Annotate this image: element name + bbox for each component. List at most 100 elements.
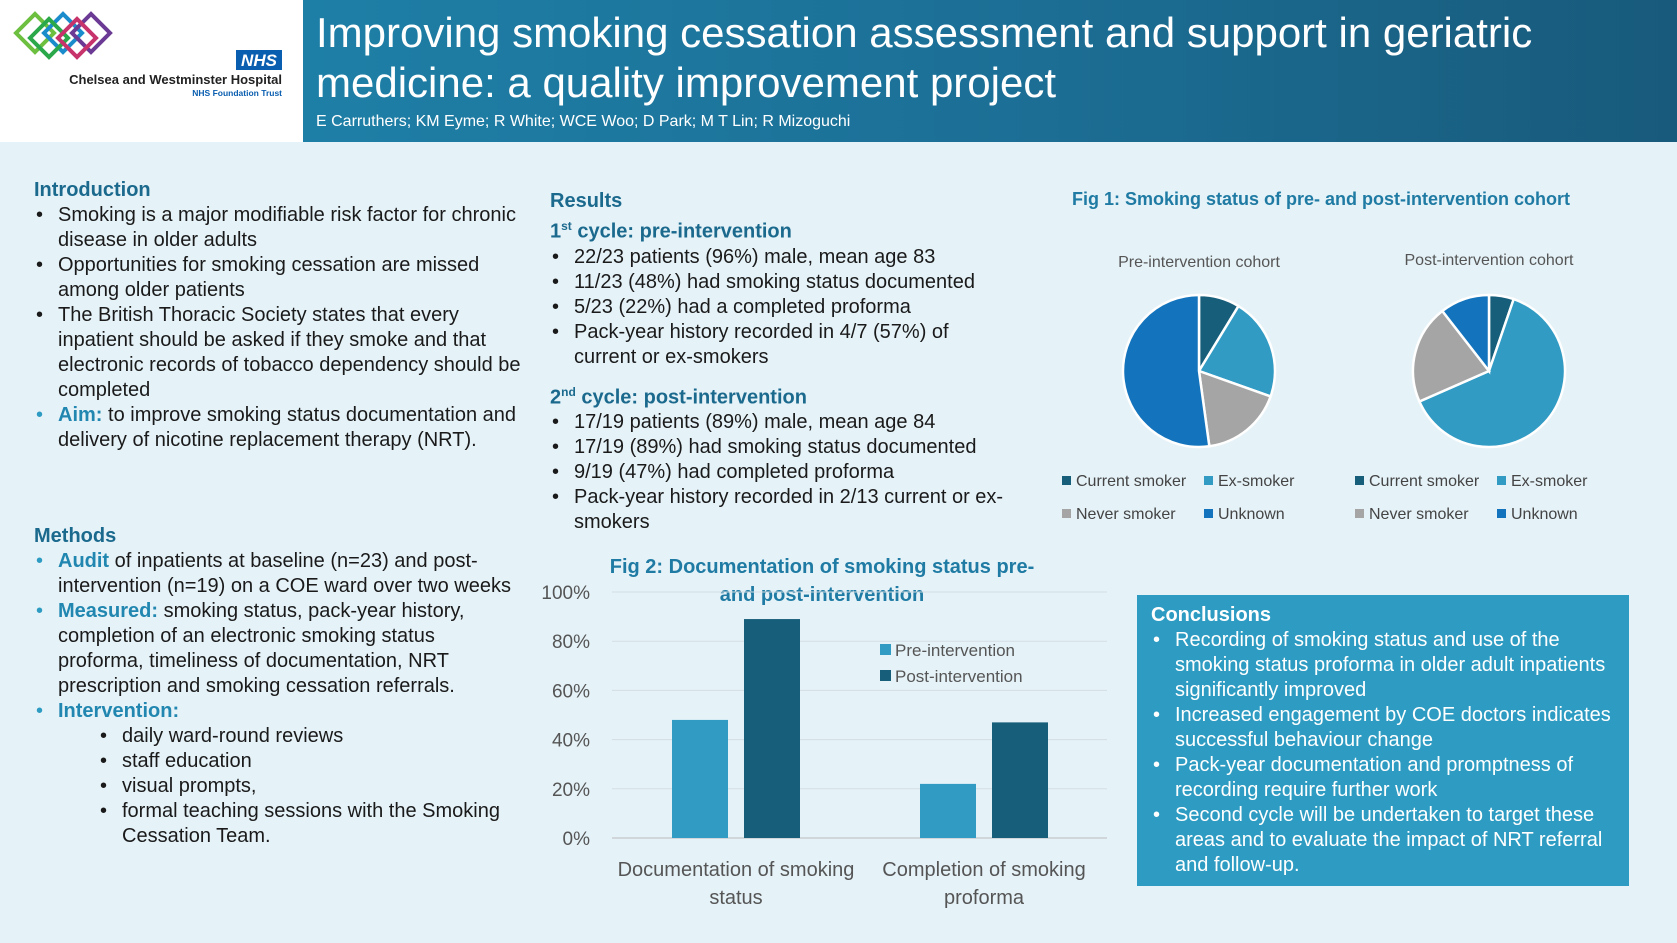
legend-label: Post-intervention xyxy=(895,667,1023,686)
legend-label: Current smoker xyxy=(1369,473,1480,490)
list-item: 9/19 (47%) had completed proforma xyxy=(550,460,1010,485)
cycle1-label: cycle: pre-intervention xyxy=(571,220,792,243)
results-heading: Results xyxy=(550,190,623,212)
bar-post-intervention xyxy=(992,722,1048,838)
list-item: Audit of inpatients at baseline (n=23) a… xyxy=(34,549,524,599)
list-item: formal teaching sessions with the Smokin… xyxy=(98,799,524,849)
x-category-label: Completion of smoking proforma xyxy=(882,859,1085,909)
legend-label: Current smoker xyxy=(1076,473,1187,490)
item-text: Smoking is a major modifiable risk facto… xyxy=(58,204,516,251)
authors: E Carruthers; KM Eyme; R White; WCE Woo;… xyxy=(316,113,851,130)
y-tick-label: 100% xyxy=(541,583,590,604)
legend-item: Never smoker xyxy=(1355,506,1469,524)
list-item: 22/23 patients (96%) male, mean age 83 xyxy=(550,245,1010,270)
legend-item: Ex-smoker xyxy=(1204,473,1294,491)
pie-slice-never-smoker xyxy=(1411,309,1491,404)
results-section: Results 1st cycle: pre-intervention 22/2… xyxy=(550,189,1010,535)
post-pie-title: Post-intervention cohort xyxy=(1404,252,1574,269)
legend-item: Unknown xyxy=(1204,506,1285,524)
hospital-logo: NHS Chelsea and Westminster Hospital NHS… xyxy=(0,0,303,142)
cycle2-number: 2 xyxy=(550,386,562,409)
legend-swatch xyxy=(1062,509,1071,518)
y-tick-label: 20% xyxy=(552,780,590,801)
introduction-heading: Introduction xyxy=(34,179,151,201)
hospital-name: Chelsea and Westminster Hospital xyxy=(69,72,282,87)
conclusions-box: Conclusions Recording of smoking status … xyxy=(1137,595,1629,886)
pie-slice-ex-smoker xyxy=(1197,304,1277,399)
y-tick-label: 80% xyxy=(552,632,590,653)
list-item: Increased engagement by COE doctors indi… xyxy=(1151,703,1615,753)
list-item: 5/23 (22%) had a completed proforma xyxy=(550,295,1010,320)
list-item: Aim: to improve smoking status documenta… xyxy=(34,403,524,453)
list-item: Measured: smoking status, pack-year hist… xyxy=(34,599,524,699)
list-item: staff education xyxy=(98,749,524,774)
trust-logo-icon: NHS Chelsea and Westminster Hospital NHS… xyxy=(13,11,282,98)
item-text: smoking status, pack-year history, compl… xyxy=(58,600,465,697)
bar-pre-intervention xyxy=(672,719,728,838)
list-item: Pack-year history recorded in 4/7 (57%) … xyxy=(550,320,1010,370)
legend-swatch xyxy=(1355,476,1364,485)
legend-item: Never smoker xyxy=(1062,506,1176,524)
legend-swatch xyxy=(1497,509,1506,518)
legend-swatch xyxy=(1355,509,1364,518)
nhs-badge: NHS xyxy=(241,51,278,70)
legend-swatch xyxy=(1497,476,1506,485)
list-item: Pack-year history recorded in 2/13 curre… xyxy=(550,485,1010,535)
legend-label: Never smoker xyxy=(1369,506,1469,523)
x-category-label: Documentation of smoking status xyxy=(618,859,855,909)
legend-swatch xyxy=(880,670,891,681)
list-item: daily ward-round reviews xyxy=(98,724,524,749)
list-item: Intervention: xyxy=(34,699,524,724)
list-item: The British Thoracic Society states that… xyxy=(34,303,524,403)
cycle2-list: 17/19 patients (89%) male, mean age 8417… xyxy=(550,410,1010,535)
list-item: Pack-year documentation and promptness o… xyxy=(1151,753,1615,803)
bar-post-intervention xyxy=(744,619,800,838)
bar-pre-intervention xyxy=(920,783,976,838)
list-item: Second cycle will be undertaken to targe… xyxy=(1151,803,1615,878)
legend-swatch xyxy=(880,644,891,655)
cycle2-heading: 2nd cycle: post-intervention xyxy=(550,380,1010,411)
cycle1-heading: 1st cycle: pre-intervention xyxy=(550,214,1010,245)
conclusions-list: Recording of smoking status and use of t… xyxy=(1151,628,1615,878)
y-tick-label: 60% xyxy=(552,681,590,702)
poster-title: Improving smoking cessation assessment a… xyxy=(316,9,1533,106)
item-lead: Aim: xyxy=(58,404,103,426)
cycle1-number: 1 xyxy=(550,220,562,243)
cycle1-sup: st xyxy=(561,219,572,233)
intervention-list: daily ward-round reviewsstaff educationv… xyxy=(34,724,524,849)
item-text: Opportunities for smoking cessation are … xyxy=(58,254,480,301)
legend-label: Ex-smoker xyxy=(1218,473,1295,490)
legend-label: Unknown xyxy=(1218,506,1285,523)
list-item: 17/19 patients (89%) male, mean age 84 xyxy=(550,410,1010,435)
list-item: 11/23 (48%) had smoking status documente… xyxy=(550,270,1010,295)
trust-name: NHS Foundation Trust xyxy=(192,88,282,98)
list-item: visual prompts, xyxy=(98,774,524,799)
y-tick-label: 0% xyxy=(563,829,591,850)
list-item: Smoking is a major modifiable risk facto… xyxy=(34,203,524,253)
legend-item: Current smoker xyxy=(1062,473,1186,491)
fig2-title: Fig 2: Documentation of smoking status p… xyxy=(609,556,1035,606)
methods-list: Audit of inpatients at baseline (n=23) a… xyxy=(34,549,524,724)
legend-item: Unknown xyxy=(1497,506,1578,524)
legend-item: Current smoker xyxy=(1355,473,1479,491)
fig1-title: Fig 1: Smoking status of pre- and post-i… xyxy=(1072,189,1571,209)
item-lead: Measured: xyxy=(58,600,159,622)
cycle1-list: 22/23 patients (96%) male, mean age 8311… xyxy=(550,245,1010,370)
conclusions-heading: Conclusions xyxy=(1151,604,1272,626)
legend-label: Never smoker xyxy=(1076,506,1176,523)
pie-slice-ex-smoker xyxy=(1417,297,1567,449)
legend-label: Pre-intervention xyxy=(895,641,1015,660)
item-text: of inpatients at baseline (n=23) and pos… xyxy=(58,550,511,597)
legend-label: Unknown xyxy=(1511,506,1578,523)
pie-slice-unknown xyxy=(1440,293,1491,375)
item-lead: Intervention: xyxy=(58,700,180,722)
legend-swatch xyxy=(1062,476,1071,485)
item-lead: Audit xyxy=(58,550,110,572)
item-text: to improve smoking status documentation … xyxy=(58,404,517,451)
introduction-list: Smoking is a major modifiable risk facto… xyxy=(34,203,524,453)
cycle2-label: cycle: post-intervention xyxy=(575,386,807,409)
pie-slice-unknown xyxy=(1121,293,1211,449)
legend-label: Ex-smoker xyxy=(1511,473,1588,490)
